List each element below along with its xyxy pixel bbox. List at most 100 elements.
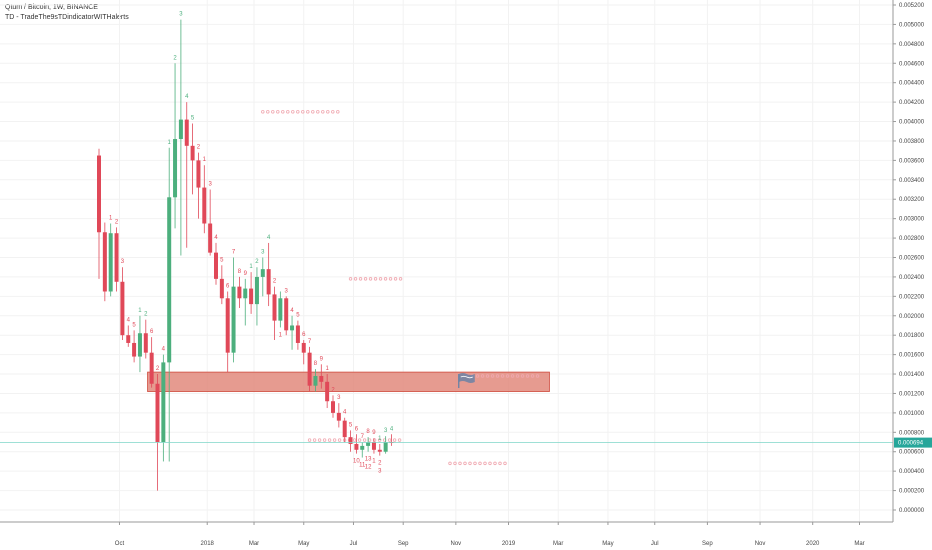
- dot: [490, 374, 495, 378]
- candle: [184, 102, 189, 248]
- dot: [388, 277, 393, 281]
- td-count-label: 1: [279, 332, 283, 338]
- candle-body: [301, 342, 306, 353]
- td-count-label: 9: [320, 356, 324, 362]
- candle: [331, 395, 335, 418]
- td-count-label: 3: [337, 395, 341, 401]
- dot: [372, 438, 377, 442]
- dot: [493, 461, 497, 466]
- y-tick-label: 0.004400: [899, 81, 925, 87]
- candle: [301, 340, 306, 365]
- dot: [530, 374, 535, 378]
- candle-body: [126, 335, 131, 343]
- dot: [387, 438, 392, 442]
- td-count-label: 1: [325, 366, 329, 372]
- dot: [281, 110, 285, 114]
- td-count-label: 4: [162, 347, 166, 353]
- dot: [383, 277, 388, 281]
- candle-body: [278, 298, 283, 321]
- candle: [319, 364, 324, 389]
- candle: [155, 374, 160, 491]
- td-count-label: 6: [302, 332, 306, 338]
- candle-body: [348, 437, 353, 444]
- candle: [249, 272, 254, 314]
- candle: [290, 315, 295, 350]
- dot: [286, 110, 290, 114]
- dot: [520, 374, 525, 378]
- y-tick-label: 0.003000: [899, 217, 925, 223]
- td-count-label: 6: [355, 426, 359, 432]
- td-count-label: 8: [366, 429, 370, 435]
- candle: [173, 63, 178, 229]
- dot: [331, 110, 335, 114]
- dot: [377, 438, 382, 442]
- dot: [367, 438, 372, 442]
- time-axis[interactable]: Oct 2018 Mar May Jul Sep Nov 2019 Mar May Jul Sep No…: [0, 521, 893, 547]
- x-tick-label: Sep: [398, 541, 409, 547]
- dot: [311, 110, 315, 114]
- y-tick-label: 0.004800: [899, 42, 925, 48]
- x-tick-label: Jul: [651, 541, 659, 547]
- candle-body: [219, 278, 224, 299]
- td-count-label: 5: [220, 257, 224, 263]
- candle-body: [254, 276, 259, 305]
- y-tick-label: 0.002800: [899, 236, 925, 242]
- td-count-label: 2: [115, 219, 119, 225]
- x-tick-label: 2018: [201, 541, 215, 547]
- candle-body: [336, 412, 341, 421]
- dot: [458, 461, 462, 466]
- flag-icon: [458, 373, 475, 389]
- y-tick-label: 0.003800: [899, 139, 925, 145]
- td-count-label: 4: [127, 317, 131, 323]
- td-count-label: 4: [390, 426, 394, 432]
- candle: [295, 320, 300, 350]
- flag-cloth: [458, 373, 475, 384]
- td-count-label: 3: [378, 469, 382, 475]
- td-count-label: 4: [267, 235, 271, 241]
- current-price-label: 0.000694: [898, 441, 924, 447]
- dot: [485, 374, 490, 378]
- dot: [392, 438, 397, 442]
- td-count-label: 2: [156, 366, 160, 372]
- candle-body: [225, 298, 230, 353]
- x-tick-label: Oct: [115, 541, 125, 547]
- candle-body: [120, 281, 125, 336]
- dot: [306, 110, 310, 114]
- td-count-label: 1: [203, 157, 207, 163]
- y-tick-label: 0.001600: [899, 353, 925, 359]
- candle-body: [143, 333, 148, 353]
- candle-body: [249, 288, 254, 305]
- candle: [114, 227, 119, 292]
- candle: [237, 276, 242, 308]
- flag-wave: [460, 375, 473, 379]
- td-count-label: 7: [232, 250, 236, 256]
- candle: [243, 278, 248, 326]
- dot: [352, 438, 357, 442]
- dot: [321, 110, 325, 114]
- candle-body: [132, 342, 137, 357]
- candle: [231, 257, 236, 363]
- candle: [342, 417, 347, 443]
- x-tick-label: Nov: [755, 541, 766, 547]
- candle: [137, 315, 142, 373]
- td-count-label: 2: [273, 279, 277, 285]
- candle: [219, 265, 224, 305]
- price-axis[interactable]: 0.000000 0.000200 0.000400 0.000600 0.000800…: [892, 0, 925, 522]
- y-tick-label: 0.002600: [899, 256, 925, 262]
- candle-body: [137, 333, 142, 357]
- candle: [196, 152, 201, 219]
- td-count-label: 1: [168, 140, 172, 146]
- td-count-label: 9: [372, 430, 376, 436]
- dot: [393, 277, 398, 281]
- candle: [272, 286, 277, 341]
- candle-body: [383, 442, 388, 452]
- td-count-label: 10: [353, 459, 360, 465]
- candle: [313, 369, 318, 392]
- td-count-label: 3: [285, 288, 289, 294]
- td-count-label: 1: [372, 459, 376, 465]
- td-count-label: 1: [249, 264, 253, 270]
- candle: [214, 242, 218, 285]
- dot: [503, 461, 507, 466]
